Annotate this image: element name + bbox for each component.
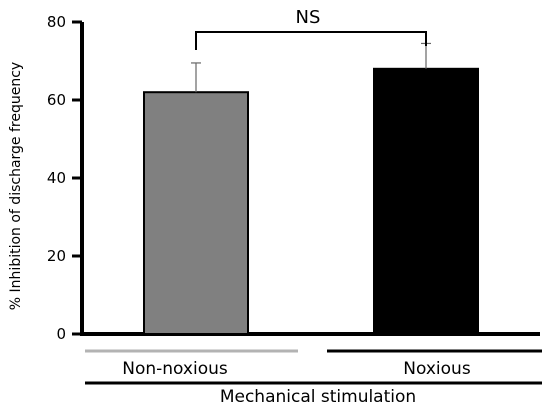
bar-noxious: [373, 67, 479, 336]
significance-bracket: [195, 31, 427, 50]
y-tick-label: 20: [47, 247, 66, 265]
y-tick-label: 40: [47, 169, 66, 187]
y-tick-label: 60: [47, 91, 66, 109]
bars: [143, 67, 479, 336]
category-label-non-noxious: Non-noxious: [122, 359, 228, 379]
y-tick-label: 80: [47, 13, 66, 31]
bar-non-noxious: [143, 91, 249, 335]
bracket-line: [195, 31, 427, 50]
y-ticks: 0 20 40 60 80: [47, 13, 82, 343]
significance-label: NS: [296, 7, 321, 28]
y-tick-label: 0: [56, 325, 66, 343]
y-axis-label: % Inhibition of discharge frequency: [8, 62, 24, 310]
x-axis-label: Mechanical stimulation: [220, 387, 416, 407]
error-bars: [191, 42, 431, 93]
category-label-noxious: Noxious: [403, 359, 471, 379]
